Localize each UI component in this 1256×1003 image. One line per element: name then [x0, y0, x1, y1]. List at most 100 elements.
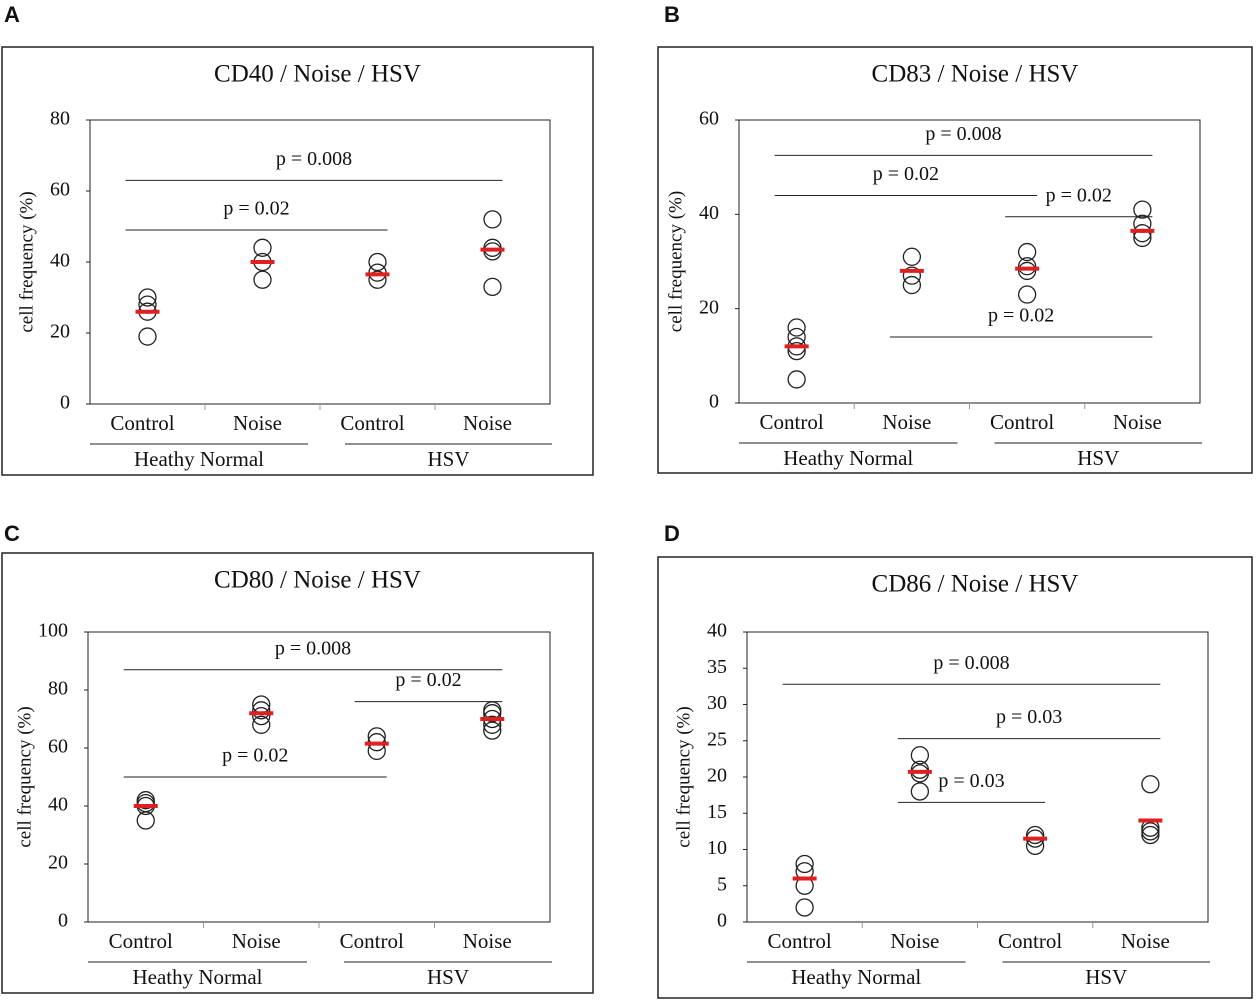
data-point [787, 341, 806, 361]
data-point [902, 266, 922, 285]
p-value-label: p = 0.008 [933, 652, 1009, 674]
y-tick-label: 0 [709, 391, 719, 413]
data-point [1141, 775, 1160, 794]
data-point [910, 760, 930, 779]
group-label: HSV [427, 447, 469, 471]
data-point [253, 238, 272, 257]
data-point [787, 370, 806, 389]
group-label: Heathy Normal [132, 965, 262, 989]
chart-title: CD86 / Noise / HSV [872, 571, 1079, 598]
p-value-label: p = 0.008 [276, 148, 352, 170]
x-tick-label: Control [340, 411, 404, 435]
p-value-label: p = 0.03 [938, 770, 1004, 792]
data-point [252, 706, 271, 726]
panel-letter: C [4, 521, 20, 546]
x-tick-label: Noise [463, 411, 512, 435]
y-axis-label: cell frequency (%) [16, 191, 37, 332]
y-tick-label: 80 [48, 678, 68, 700]
y-tick-label: 80 [50, 108, 70, 130]
p-value-label: p = 0.02 [223, 198, 289, 220]
group-label: HSV [1077, 446, 1119, 470]
chart-title: CD83 / Noise / HSV [872, 61, 1079, 88]
panel: D CD86 / Noise / HSV 0 5 10 15 20 25 30 35 40 cell … [657, 521, 1253, 999]
panel-frame [657, 556, 1253, 999]
data-point [902, 275, 922, 295]
y-tick-label: 25 [707, 728, 727, 750]
x-tick-label: Control [760, 410, 824, 434]
panel-letter: B [664, 2, 680, 27]
x-tick-label: Noise [882, 410, 931, 434]
data-point [252, 715, 271, 734]
data-point [1141, 825, 1160, 845]
x-tick-label: Control [990, 410, 1054, 434]
group-label: Heathy Normal [134, 447, 264, 471]
y-tick-label: 0 [58, 910, 68, 932]
p-value-label: p = 0.02 [395, 669, 461, 691]
panel-frame [657, 46, 1253, 474]
panel-frame [1, 552, 594, 994]
y-tick-label: 20 [699, 296, 719, 318]
data-point [483, 715, 502, 734]
plot-area [738, 119, 1201, 404]
data-point [252, 701, 271, 720]
p-value-label: p = 0.008 [275, 637, 351, 659]
data-point [138, 288, 157, 307]
x-tick-label: Noise [1113, 410, 1162, 434]
p-value-label: p = 0.02 [222, 745, 288, 767]
data-point [910, 746, 930, 765]
p-value-label: p = 0.02 [873, 163, 939, 185]
y-tick-label: 0 [717, 910, 727, 932]
chart-title: CD40 / Noise / HSV [214, 61, 421, 88]
x-tick-label: Noise [890, 929, 939, 953]
x-tick-label: Noise [232, 929, 281, 953]
y-axis-label: cell frequency (%) [14, 706, 35, 847]
y-tick-label: 60 [48, 736, 68, 758]
y-tick-label: 100 [38, 620, 68, 642]
group-label: HSV [1085, 965, 1127, 989]
y-tick-label: 35 [707, 656, 727, 678]
x-tick-label: Control [768, 929, 832, 953]
group-label: Heathy Normal [791, 965, 921, 989]
p-value-label: p = 0.03 [996, 706, 1062, 728]
data-point [910, 782, 930, 801]
data-point [136, 791, 155, 810]
panel: C CD80 / Noise / HSV 0 20 40 60 80 100 cell freq… [1, 521, 594, 994]
x-tick-label: Control [110, 411, 174, 435]
data-point [253, 270, 272, 289]
y-tick-label: 40 [707, 620, 727, 642]
x-tick-label: Noise [233, 411, 282, 435]
y-tick-label: 0 [60, 392, 70, 414]
x-tick-label: Noise [463, 929, 512, 953]
group-label: HSV [427, 965, 469, 989]
data-point [1017, 242, 1037, 262]
data-point [1017, 261, 1037, 281]
p-value-label: p = 0.008 [925, 123, 1001, 145]
data-point [902, 247, 922, 266]
data-point [1017, 285, 1037, 304]
data-point [787, 318, 806, 337]
data-point [1017, 257, 1037, 276]
data-point [1133, 200, 1152, 219]
x-tick-label: Control [109, 929, 173, 953]
y-axis-label: cell frequency (%) [673, 706, 694, 847]
data-point [483, 277, 502, 297]
data-point [368, 252, 387, 272]
y-tick-label: 60 [50, 179, 70, 201]
y-axis-label: cell frequency (%) [665, 191, 686, 332]
x-tick-label: Control [340, 929, 404, 953]
y-tick-label: 30 [707, 692, 727, 714]
panel-letter: A [4, 2, 20, 27]
y-tick-label: 20 [707, 765, 727, 787]
panel-frame [1, 46, 594, 476]
data-point [1141, 822, 1160, 841]
data-point [138, 327, 157, 346]
y-tick-label: 40 [50, 250, 70, 272]
panel-letter: D [664, 521, 680, 546]
data-point [1133, 224, 1152, 243]
data-point [483, 210, 502, 229]
x-tick-label: Noise [1121, 929, 1170, 953]
y-tick-label: 60 [699, 108, 719, 130]
group-label: Heathy Normal [783, 446, 913, 470]
y-tick-label: 40 [699, 202, 719, 224]
